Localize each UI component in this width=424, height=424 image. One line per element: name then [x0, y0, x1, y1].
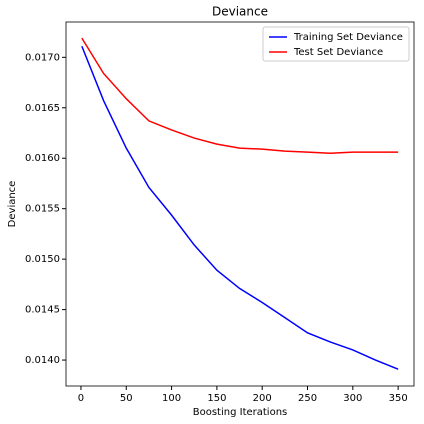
- x-tick-label: 150: [207, 393, 226, 404]
- x-tick-label: 100: [162, 393, 181, 404]
- legend-label: Test Set Deviance: [293, 47, 383, 58]
- x-tick-label: 50: [120, 393, 133, 404]
- x-tick-label: 350: [389, 393, 408, 404]
- series-line: [81, 45, 399, 370]
- legend-label: Training Set Deviance: [293, 32, 403, 43]
- series-line: [81, 37, 399, 154]
- x-axis-label: Boosting Iterations: [193, 407, 288, 418]
- x-tick-label: 200: [253, 393, 272, 404]
- x-tick-label: 0: [78, 393, 84, 404]
- y-tick-label: 0.0170: [25, 52, 60, 63]
- y-tick-label: 0.0145: [25, 305, 60, 316]
- y-axis-label: Deviance: [7, 181, 18, 228]
- y-tick-label: 0.0165: [25, 103, 60, 114]
- y-tick-label: 0.0160: [25, 153, 60, 164]
- chart-title: Deviance: [212, 5, 268, 19]
- y-tick-label: 0.0155: [25, 204, 60, 215]
- x-tick-label: 300: [343, 393, 362, 404]
- y-tick-label: 0.0140: [25, 355, 60, 366]
- x-tick-label: 250: [298, 393, 317, 404]
- plot-frame: [65, 21, 415, 387]
- y-tick-label: 0.0150: [25, 254, 60, 265]
- legend-box: [262, 26, 410, 62]
